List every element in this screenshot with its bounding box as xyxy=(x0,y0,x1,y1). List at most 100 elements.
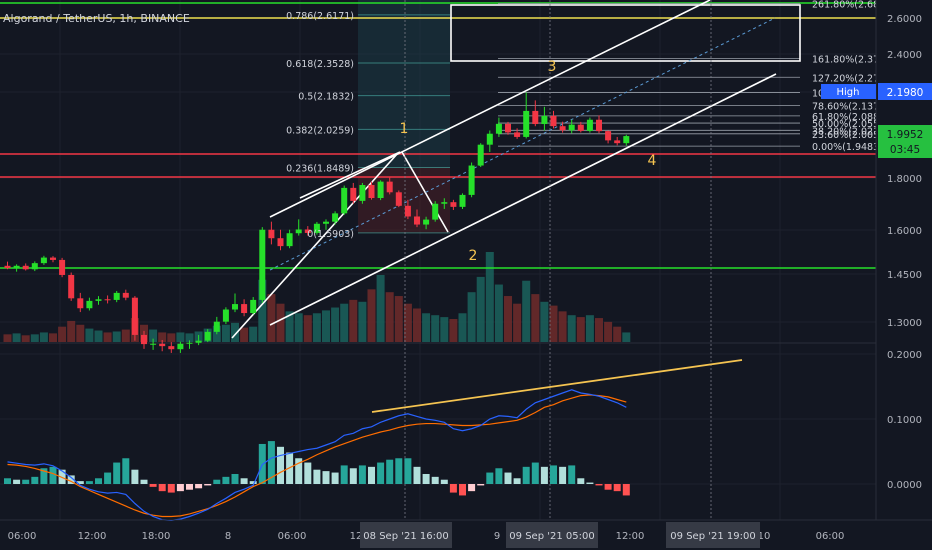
volume-bar xyxy=(422,313,431,342)
volume-bar xyxy=(249,326,258,342)
volume-bar xyxy=(185,333,194,342)
target-box xyxy=(450,4,801,62)
candle-body xyxy=(204,331,211,341)
volume-bar xyxy=(221,324,230,342)
volume-bar xyxy=(576,317,585,342)
candle-body xyxy=(168,346,175,350)
volume-bar xyxy=(394,296,403,342)
impulse-line xyxy=(231,152,399,339)
candle-body xyxy=(95,299,102,301)
candle-body xyxy=(177,343,184,350)
fib-ext-label: 23.60%(2.0055) xyxy=(812,130,889,141)
volume-bar xyxy=(613,326,622,342)
macd-histogram-bar xyxy=(249,481,257,484)
candle-body xyxy=(59,259,66,275)
macd-histogram-bar xyxy=(95,478,102,484)
candle-body xyxy=(159,343,166,347)
macd-histogram-bar xyxy=(540,466,548,484)
macd-histogram-bar xyxy=(313,469,321,484)
volume-bar xyxy=(121,329,130,342)
candle-body xyxy=(577,124,584,131)
candle-body xyxy=(86,300,93,309)
macd-histogram-bar xyxy=(459,484,466,496)
macd-histogram-bar xyxy=(449,484,457,493)
volume-bar xyxy=(21,335,30,342)
candle-body xyxy=(495,123,502,134)
volume-bar xyxy=(322,310,330,342)
candle-body xyxy=(596,119,602,132)
volume-bar xyxy=(49,333,57,342)
macd-histogram-bar xyxy=(358,465,366,484)
candle-body xyxy=(568,124,575,131)
macd-tick: 0.0000 xyxy=(887,480,922,491)
macd-histogram-bar xyxy=(31,476,39,484)
candle-body xyxy=(304,229,311,233)
fib-ext-label: 0.00%(1.9483) xyxy=(812,142,883,153)
time-tick: 12 xyxy=(350,531,363,542)
volume-bar xyxy=(385,292,394,342)
candle-body xyxy=(377,181,384,199)
candle-body xyxy=(277,238,284,247)
fib-level-label: 0.382(2.0259) xyxy=(286,125,354,136)
macd-histogram-bar xyxy=(550,465,557,484)
macd-histogram-bar xyxy=(140,479,148,484)
volume-bar xyxy=(94,330,103,342)
time-highlight-bg xyxy=(506,522,598,548)
wave-label: 3 xyxy=(548,59,557,75)
candle-body xyxy=(213,321,220,332)
volume-bar xyxy=(604,321,613,342)
macd-line xyxy=(7,389,627,522)
candle-body xyxy=(623,136,630,144)
candle-body xyxy=(614,140,621,144)
macd-histogram-bar xyxy=(504,472,512,484)
macd-histogram-bar xyxy=(104,472,112,484)
volume-bar xyxy=(39,332,48,342)
candle-body xyxy=(459,194,466,207)
time-highlight: 09 Sep '21 05:00 xyxy=(509,531,594,542)
time-tick: 06:00 xyxy=(278,531,307,542)
candle-body xyxy=(414,216,420,225)
fib-retracement-zone xyxy=(358,0,450,234)
macd-histogram-bar xyxy=(322,471,330,484)
macd-histogram-bar xyxy=(295,458,303,484)
wave-1-line xyxy=(299,151,401,199)
macd-histogram-bar xyxy=(377,462,385,484)
time-tick: 9 xyxy=(494,531,500,542)
candle-body xyxy=(359,185,366,201)
macd-histogram-bar xyxy=(477,484,485,486)
volume-bar xyxy=(58,326,67,342)
fib-ext-label: 38.20%(2.0219) xyxy=(812,126,889,137)
candle-body xyxy=(532,110,539,125)
time-highlight-bg xyxy=(360,522,452,548)
macd-histogram-bar xyxy=(67,475,75,484)
candlesticks xyxy=(4,92,630,353)
volume-bar xyxy=(103,332,112,342)
macd-histogram-bar xyxy=(413,466,421,484)
macd-histogram-bar xyxy=(85,481,93,484)
time-tick: 18:00 xyxy=(142,531,171,542)
candle-body xyxy=(232,304,238,310)
volume-bar xyxy=(340,303,349,342)
candle-body xyxy=(486,133,493,145)
volume-bar xyxy=(567,315,576,342)
candle-body xyxy=(250,299,257,314)
candle-body xyxy=(77,298,84,309)
candle-body xyxy=(131,297,138,335)
candle-body xyxy=(241,304,248,314)
wave-label: 1 xyxy=(400,121,409,137)
candle-body xyxy=(559,126,566,131)
price-tick: 2.4000 xyxy=(887,50,922,61)
macd-histogram-bar xyxy=(495,468,503,484)
macd-tick: 0.1000 xyxy=(887,415,922,426)
fib-ext-label: 61.80%(2.0889) xyxy=(812,112,889,123)
price-tick: 1.3000 xyxy=(887,318,922,329)
current-price: 1.9952 xyxy=(887,129,924,141)
candle-body xyxy=(50,257,56,260)
time-tick: 06:00 xyxy=(816,531,845,542)
macd-histogram-bar xyxy=(222,476,230,484)
volume-bar xyxy=(3,334,12,342)
price-tick: 1.8000 xyxy=(887,174,922,185)
